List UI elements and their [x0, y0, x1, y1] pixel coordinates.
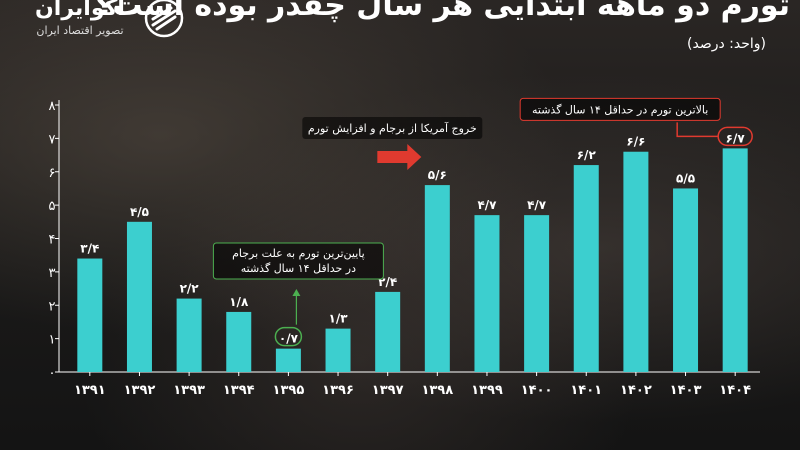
x-tick-label: ۱۳۹۸ — [421, 383, 453, 398]
x-tick-label: ۱۴۰۲ — [620, 383, 652, 398]
bar — [424, 185, 450, 372]
bars-group: ۳/۴۴/۵۲/۲۱/۸۰/۷۱/۳۲/۴۵/۶۴/۷ ۴/۷۶/۲۶/۶۵/۵۶… — [77, 131, 748, 372]
y-tick-label: ۳ — [49, 266, 56, 281]
bar — [226, 311, 252, 372]
bar — [524, 215, 550, 372]
bar — [275, 348, 301, 372]
x-tick-label: ۱۳۹۶ — [322, 383, 354, 398]
red-arrow-icon — [377, 144, 422, 170]
x-tick-label: ۱۳۹۳ — [173, 383, 205, 398]
value-label: ۶/۶ — [626, 135, 645, 149]
x-tick-label: ۱۳۹۱ — [74, 383, 106, 398]
x-axis: ۱۳۹۱ ۱۳۹۲ ۱۳۹۳ ۱۳۹۴ ۱۳۹۵ ۱۳۹۶ ۱۳۹۷ ۱۳۹۸ ۱۳۹۹ ۱۴۰۰… — [59, 371, 760, 398]
y-tick-label: ۴ — [49, 233, 56, 248]
annotation-connector — [676, 122, 719, 138]
value-label: ۴/۵ — [130, 205, 149, 219]
annotation-text-min: پایین‌ترین تورم به علت برجام — [232, 247, 365, 260]
annotation-box-jcpoa-exit — [302, 117, 483, 139]
x-tick-label: ۱۴۰۱ — [570, 383, 602, 398]
value-label: ۶/۷ — [726, 131, 746, 145]
bar — [474, 215, 500, 372]
logo-name: اکوایران — [35, 0, 125, 21]
annotation-text-min: در حداقل ۱۴ سال گذشته — [241, 262, 356, 275]
annotation-box-min — [212, 242, 384, 280]
value-label: ۴/۷ — [527, 198, 547, 212]
x-tick-label: ۱۳۹۷ — [372, 383, 404, 398]
y-tick-label: ۲ — [49, 299, 56, 314]
bar — [573, 165, 599, 372]
up-arrow-icon — [292, 289, 301, 296]
y-tick-label: ۱ — [49, 333, 56, 348]
x-tick-label: ۱۳۹۲ — [124, 383, 156, 398]
value-label: ۵/۶ — [428, 168, 447, 182]
bar — [722, 148, 748, 372]
unit-label: (واحد: درصد) — [687, 36, 766, 52]
x-tick-label: ۱۴۰۴ — [719, 383, 751, 398]
bar — [126, 221, 152, 372]
y-tick-label: ۷ — [49, 132, 56, 147]
y-tick-label: ۸ — [49, 99, 56, 114]
annotation-box-max — [519, 97, 721, 121]
bar — [375, 291, 401, 372]
value-label: ۵/۵ — [676, 171, 695, 185]
x-tick-label: ۱۳۹۵ — [273, 383, 305, 398]
annotation-text-jcpoa-exit: خروج آمریکا از برجام و افزایش تورم — [308, 121, 477, 135]
annotations-group: بالاترین تورم در حداقل ۱۴ سال گذشته خروج … — [212, 97, 753, 347]
value-label: ۱/۸ — [229, 295, 249, 309]
logo-tagline: تصویر اقتصاد ایران — [36, 24, 124, 37]
y-axis: ۰ ۱ ۲ ۳ ۴ ۵ ۶ ۷ ۸ — [49, 99, 60, 381]
x-tick-label: ۱۴۰۰ — [521, 383, 553, 398]
bar — [176, 298, 202, 372]
y-tick-label: ۶ — [49, 166, 56, 181]
value-label: ۲/۲ — [180, 282, 200, 296]
ecoiran-logo-icon — [144, 0, 184, 38]
value-label: ۶/۲ — [577, 148, 597, 162]
bar — [623, 151, 649, 372]
bar — [77, 258, 103, 372]
chart-title: تورم دو ماهه ابتدایی هر سال چقدر بوده اس… — [95, 0, 790, 23]
value-label: ۴/۷ — [477, 198, 497, 212]
annotation-text-max: بالاترین تورم در حداقل ۱۴ سال گذشته — [532, 103, 708, 116]
x-tick-label: ۱۳۹۹ — [471, 383, 503, 398]
header: تورم دو ماهه ابتدایی هر سال چقدر بوده اس… — [0, 0, 800, 60]
highlight-ring — [274, 326, 303, 347]
bar — [673, 188, 699, 372]
bar — [325, 328, 351, 372]
y-tick-label: ۵ — [49, 199, 56, 214]
value-label: ۱/۳ — [329, 312, 349, 326]
value-label: ۰/۷ — [279, 332, 299, 346]
x-tick-label: ۱۳۹۴ — [223, 383, 255, 398]
brand-logo: اکوایران تصویر اقتصاد ایران — [30, 0, 190, 44]
x-tick-label: ۱۴۰۳ — [670, 383, 702, 398]
y-tick-label: ۰ — [49, 366, 56, 381]
value-label: ۳/۴ — [80, 242, 99, 256]
